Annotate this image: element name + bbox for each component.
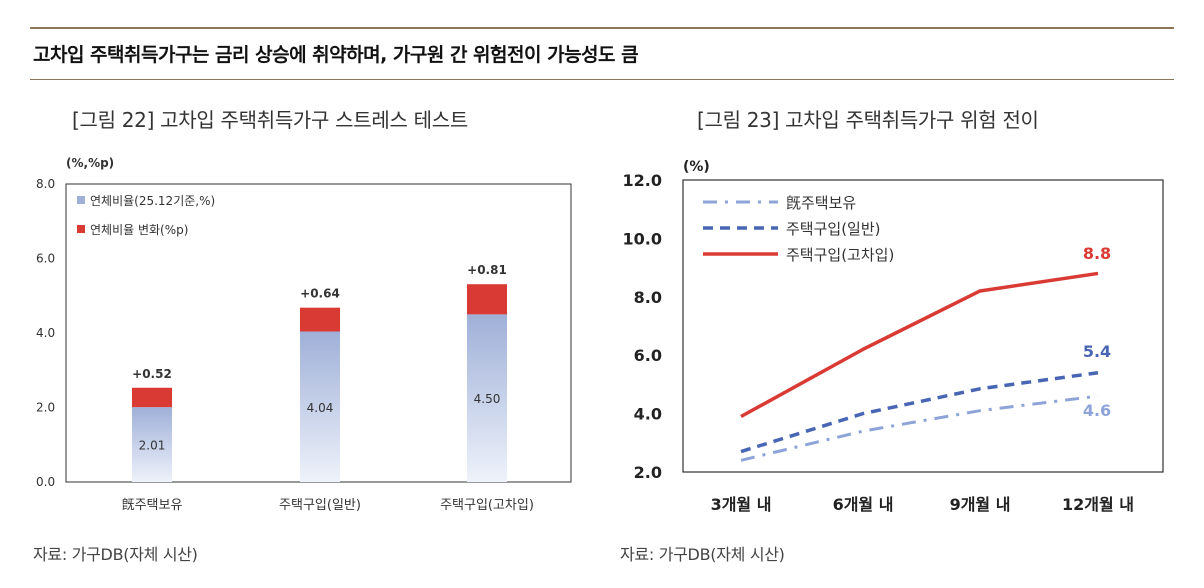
bar-base [300,331,340,482]
y-tick-label: 8.0 [634,288,662,307]
bar-change-label: +0.52 [132,367,172,381]
x-tick-label: 3개월 내 [711,495,772,514]
series-end-label: 8.8 [1083,244,1111,263]
legend-label: 旣주택보유 [786,194,856,212]
y-tick-label: 12.0 [623,171,662,190]
headline-rule [30,79,1174,80]
legend-label: 주택구입(고차입) [786,246,894,264]
y-tick-label: 0.0 [36,475,55,489]
y-tick-label: 6.0 [36,252,55,266]
y-tick-label: 4.0 [634,405,662,424]
x-tick-label: 주택구입(고차입) [440,498,534,513]
y-tick-label: 2.0 [634,463,662,482]
series-line [740,394,1099,462]
right-source: 자료: 가구DB(자체 시산) [620,545,785,564]
series-line [740,370,1099,454]
stress-test-bar-chart: (%,%p) 0.0 2.0 4.0 6.0 8.0 2.01 +0.52 旣주택보유 4.04 +… [36,156,572,513]
bar-change-label: +0.81 [467,263,507,277]
right-figure-title: [그림 23] 고차입 주택취득가구 위험 전이 [697,108,1039,132]
x-tick-label: 6개월 내 [833,495,894,514]
unit-label: (%,%p) [66,156,114,170]
bar-base [132,407,172,482]
series-end-label: 5.4 [1083,342,1111,361]
x-tick-label: 旣주택보유 [122,497,183,513]
series-end-label: 4.6 [1083,401,1111,420]
y-tick-label: 10.0 [623,229,662,248]
risk-transfer-line-chart: (%) 2.0 4.0 6.0 8.0 10.0 12.0 3개월 내 6개월 내 9개월 내 12… [623,159,1164,514]
x-tick-label: 주택구입(일반) [279,498,361,513]
left-source: 자료: 가구DB(자체 시산) [33,545,198,564]
legend-swatch-base [77,196,85,204]
bar-change-label: +0.64 [300,287,340,301]
legend-label-base: 연체비율(25.12기준,%) [90,194,215,208]
bar-change [300,307,340,332]
legend-label: 주택구입(일반) [786,220,881,238]
bar-base-label: 2.01 [139,439,166,453]
x-tick-label: 12개월 내 [1062,495,1134,514]
legend-label-change: 연체비율 변화(%p) [90,223,188,237]
y-tick-label: 4.0 [36,326,55,340]
bar-base-label: 4.04 [307,401,334,415]
bar-change [467,284,507,315]
y-tick-label: 2.0 [36,401,55,415]
x-tick-label: 9개월 내 [950,495,1011,514]
bar-base-label: 4.50 [474,392,501,406]
series-line [740,271,1099,419]
top-rule [30,27,1174,29]
y-tick-label: 6.0 [634,346,662,365]
plot-frame [682,179,1164,473]
legend-swatch-change [77,225,85,233]
headline: 고차입 주택취득가구는 금리 상승에 취약하며, 가구원 간 위험전이 가능성도… [33,44,639,66]
y-tick-label: 8.0 [36,177,55,191]
unit-label: (%) [683,159,710,175]
bar-base [467,314,507,482]
left-figure-title: [그림 22] 고차입 주택취득가구 스트레스 테스트 [72,108,468,132]
bar-change [132,387,172,408]
